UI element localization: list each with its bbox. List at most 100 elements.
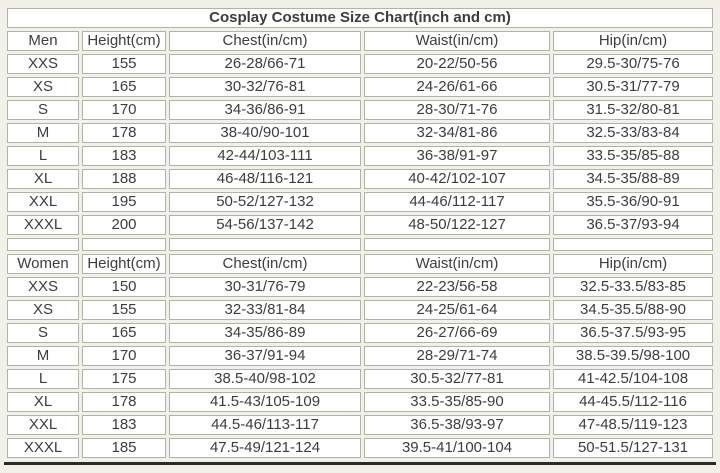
waist-cell: 22-23/56-58 bbox=[364, 277, 550, 297]
height-cell: 165 bbox=[82, 323, 166, 343]
size-row: S 170 34-36/86-91 28-30/71-76 31.5-32/80-81 bbox=[7, 100, 714, 120]
column-header: Hip(in/cm) bbox=[553, 254, 714, 274]
size-cell: XL bbox=[7, 169, 79, 189]
size-row: M 170 36-37/91-94 28-29/71-74 38.5-39.5/98-1… bbox=[7, 346, 714, 366]
waist-cell: 28-30/71-76 bbox=[364, 100, 550, 120]
chart-title: Cosplay Costume Size Chart(inch and cm) bbox=[7, 8, 714, 28]
hip-cell: 35.5-36/90-91 bbox=[553, 192, 714, 212]
size-cell: L bbox=[7, 146, 79, 166]
hip-cell: 29.5-30/75-76 bbox=[553, 54, 714, 74]
waist-cell: 33.5-35/85-90 bbox=[364, 392, 550, 412]
size-cell: S bbox=[7, 323, 79, 343]
chest-cell: 46-48/116-121 bbox=[169, 169, 361, 189]
size-cell: XXL bbox=[7, 192, 79, 212]
hip-cell: 30.5-31/77-79 bbox=[553, 77, 714, 97]
waist-cell: 44-46/112-117 bbox=[364, 192, 550, 212]
height-cell: 150 bbox=[82, 277, 166, 297]
chest-cell: 36-37/91-94 bbox=[169, 346, 361, 366]
chest-cell: 32-33/81-84 bbox=[169, 300, 361, 320]
chest-cell: 50-52/127-132 bbox=[169, 192, 361, 212]
height-cell: 165 bbox=[82, 77, 166, 97]
spacer-cell bbox=[82, 238, 166, 251]
waist-cell: 26-27/66-69 bbox=[364, 323, 550, 343]
size-cell: XXXL bbox=[7, 215, 79, 235]
waist-cell: 39.5-41/100-104 bbox=[364, 438, 550, 458]
height-cell: 195 bbox=[82, 192, 166, 212]
hip-cell: 44-45.5/112-116 bbox=[553, 392, 714, 412]
section-label: Women bbox=[7, 254, 79, 274]
hip-cell: 34.5-35.5/88-90 bbox=[553, 300, 714, 320]
hip-cell: 36.5-37.5/93-95 bbox=[553, 323, 714, 343]
hip-cell: 32.5-33/83-84 bbox=[553, 123, 714, 143]
size-cell: XXL bbox=[7, 415, 79, 435]
size-cell: XXS bbox=[7, 277, 79, 297]
hip-cell: 32.5-33.5/83-85 bbox=[553, 277, 714, 297]
size-cell: XXS bbox=[7, 54, 79, 74]
height-cell: 188 bbox=[82, 169, 166, 189]
section-label: Men bbox=[7, 31, 79, 51]
height-cell: 170 bbox=[82, 346, 166, 366]
size-cell: M bbox=[7, 123, 79, 143]
size-cell: XS bbox=[7, 77, 79, 97]
size-cell: M bbox=[7, 346, 79, 366]
chest-cell: 30-31/76-79 bbox=[169, 277, 361, 297]
bottom-border-bar bbox=[4, 462, 716, 465]
size-chart-body: Men Height(cm) Chest(in/cm) Waist(in/cm) Hip… bbox=[7, 31, 714, 458]
size-row: XXS 155 26-28/66-71 20-22/50-56 29.5-30/75-7… bbox=[7, 54, 714, 74]
column-header: Height(cm) bbox=[82, 254, 166, 274]
hip-cell: 38.5-39.5/98-100 bbox=[553, 346, 714, 366]
waist-cell: 28-29/71-74 bbox=[364, 346, 550, 366]
chest-cell: 34-36/86-91 bbox=[169, 100, 361, 120]
height-cell: 183 bbox=[82, 146, 166, 166]
size-row: XXS 150 30-31/76-79 22-23/56-58 32.5-33.5/83… bbox=[7, 277, 714, 297]
spacer-cell bbox=[553, 238, 714, 251]
section-header-row: Women Height(cm) Chest(in/cm) Waist(in/cm) H… bbox=[7, 254, 714, 274]
title-row: Cosplay Costume Size Chart(inch and cm) bbox=[7, 8, 714, 28]
size-cell: XL bbox=[7, 392, 79, 412]
height-cell: 183 bbox=[82, 415, 166, 435]
chest-cell: 34-35/86-89 bbox=[169, 323, 361, 343]
waist-cell: 36-38/91-97 bbox=[364, 146, 550, 166]
column-header: Waist(in/cm) bbox=[364, 31, 550, 51]
chest-cell: 42-44/103-111 bbox=[169, 146, 361, 166]
chest-cell: 38-40/90-101 bbox=[169, 123, 361, 143]
spacer-cell bbox=[364, 238, 550, 251]
size-cell: S bbox=[7, 100, 79, 120]
hip-cell: 47-48.5/119-123 bbox=[553, 415, 714, 435]
chest-cell: 38.5-40/98-102 bbox=[169, 369, 361, 389]
size-chart-table: Cosplay Costume Size Chart(inch and cm) … bbox=[4, 5, 716, 461]
size-row: M 178 38-40/90-101 32-34/81-86 32.5-33/83-84 bbox=[7, 123, 714, 143]
chest-cell: 47.5-49/121-124 bbox=[169, 438, 361, 458]
chest-cell: 26-28/66-71 bbox=[169, 54, 361, 74]
spacer-cell bbox=[7, 238, 79, 251]
size-row: XXXL 185 47.5-49/121-124 39.5-41/100-104 50-… bbox=[7, 438, 714, 458]
waist-cell: 40-42/102-107 bbox=[364, 169, 550, 189]
size-row: XL 178 41.5-43/105-109 33.5-35/85-90 44-45.5… bbox=[7, 392, 714, 412]
chest-cell: 30-32/76-81 bbox=[169, 77, 361, 97]
spacer-cell bbox=[169, 238, 361, 251]
height-cell: 155 bbox=[82, 300, 166, 320]
waist-cell: 20-22/50-56 bbox=[364, 54, 550, 74]
size-row: XL 188 46-48/116-121 40-42/102-107 34.5-35/8… bbox=[7, 169, 714, 189]
hip-cell: 34.5-35/88-89 bbox=[553, 169, 714, 189]
size-row: L 183 42-44/103-111 36-38/91-97 33.5-35/85-8… bbox=[7, 146, 714, 166]
height-cell: 155 bbox=[82, 54, 166, 74]
height-cell: 178 bbox=[82, 392, 166, 412]
waist-cell: 48-50/122-127 bbox=[364, 215, 550, 235]
height-cell: 170 bbox=[82, 100, 166, 120]
column-header: Waist(in/cm) bbox=[364, 254, 550, 274]
waist-cell: 24-25/61-64 bbox=[364, 300, 550, 320]
size-row: S 165 34-35/86-89 26-27/66-69 36.5-37.5/93-9… bbox=[7, 323, 714, 343]
waist-cell: 36.5-38/93-97 bbox=[364, 415, 550, 435]
column-header: Hip(in/cm) bbox=[553, 31, 714, 51]
size-cell: XS bbox=[7, 300, 79, 320]
size-row: XS 165 30-32/76-81 24-26/61-66 30.5-31/77-79 bbox=[7, 77, 714, 97]
hip-cell: 41-42.5/104-108 bbox=[553, 369, 714, 389]
hip-cell: 33.5-35/85-88 bbox=[553, 146, 714, 166]
column-header: Chest(in/cm) bbox=[169, 31, 361, 51]
height-cell: 175 bbox=[82, 369, 166, 389]
spacer-row bbox=[7, 238, 714, 251]
size-row: L 175 38.5-40/98-102 30.5-32/77-81 41-42.5/1… bbox=[7, 369, 714, 389]
hip-cell: 31.5-32/80-81 bbox=[553, 100, 714, 120]
size-cell: L bbox=[7, 369, 79, 389]
